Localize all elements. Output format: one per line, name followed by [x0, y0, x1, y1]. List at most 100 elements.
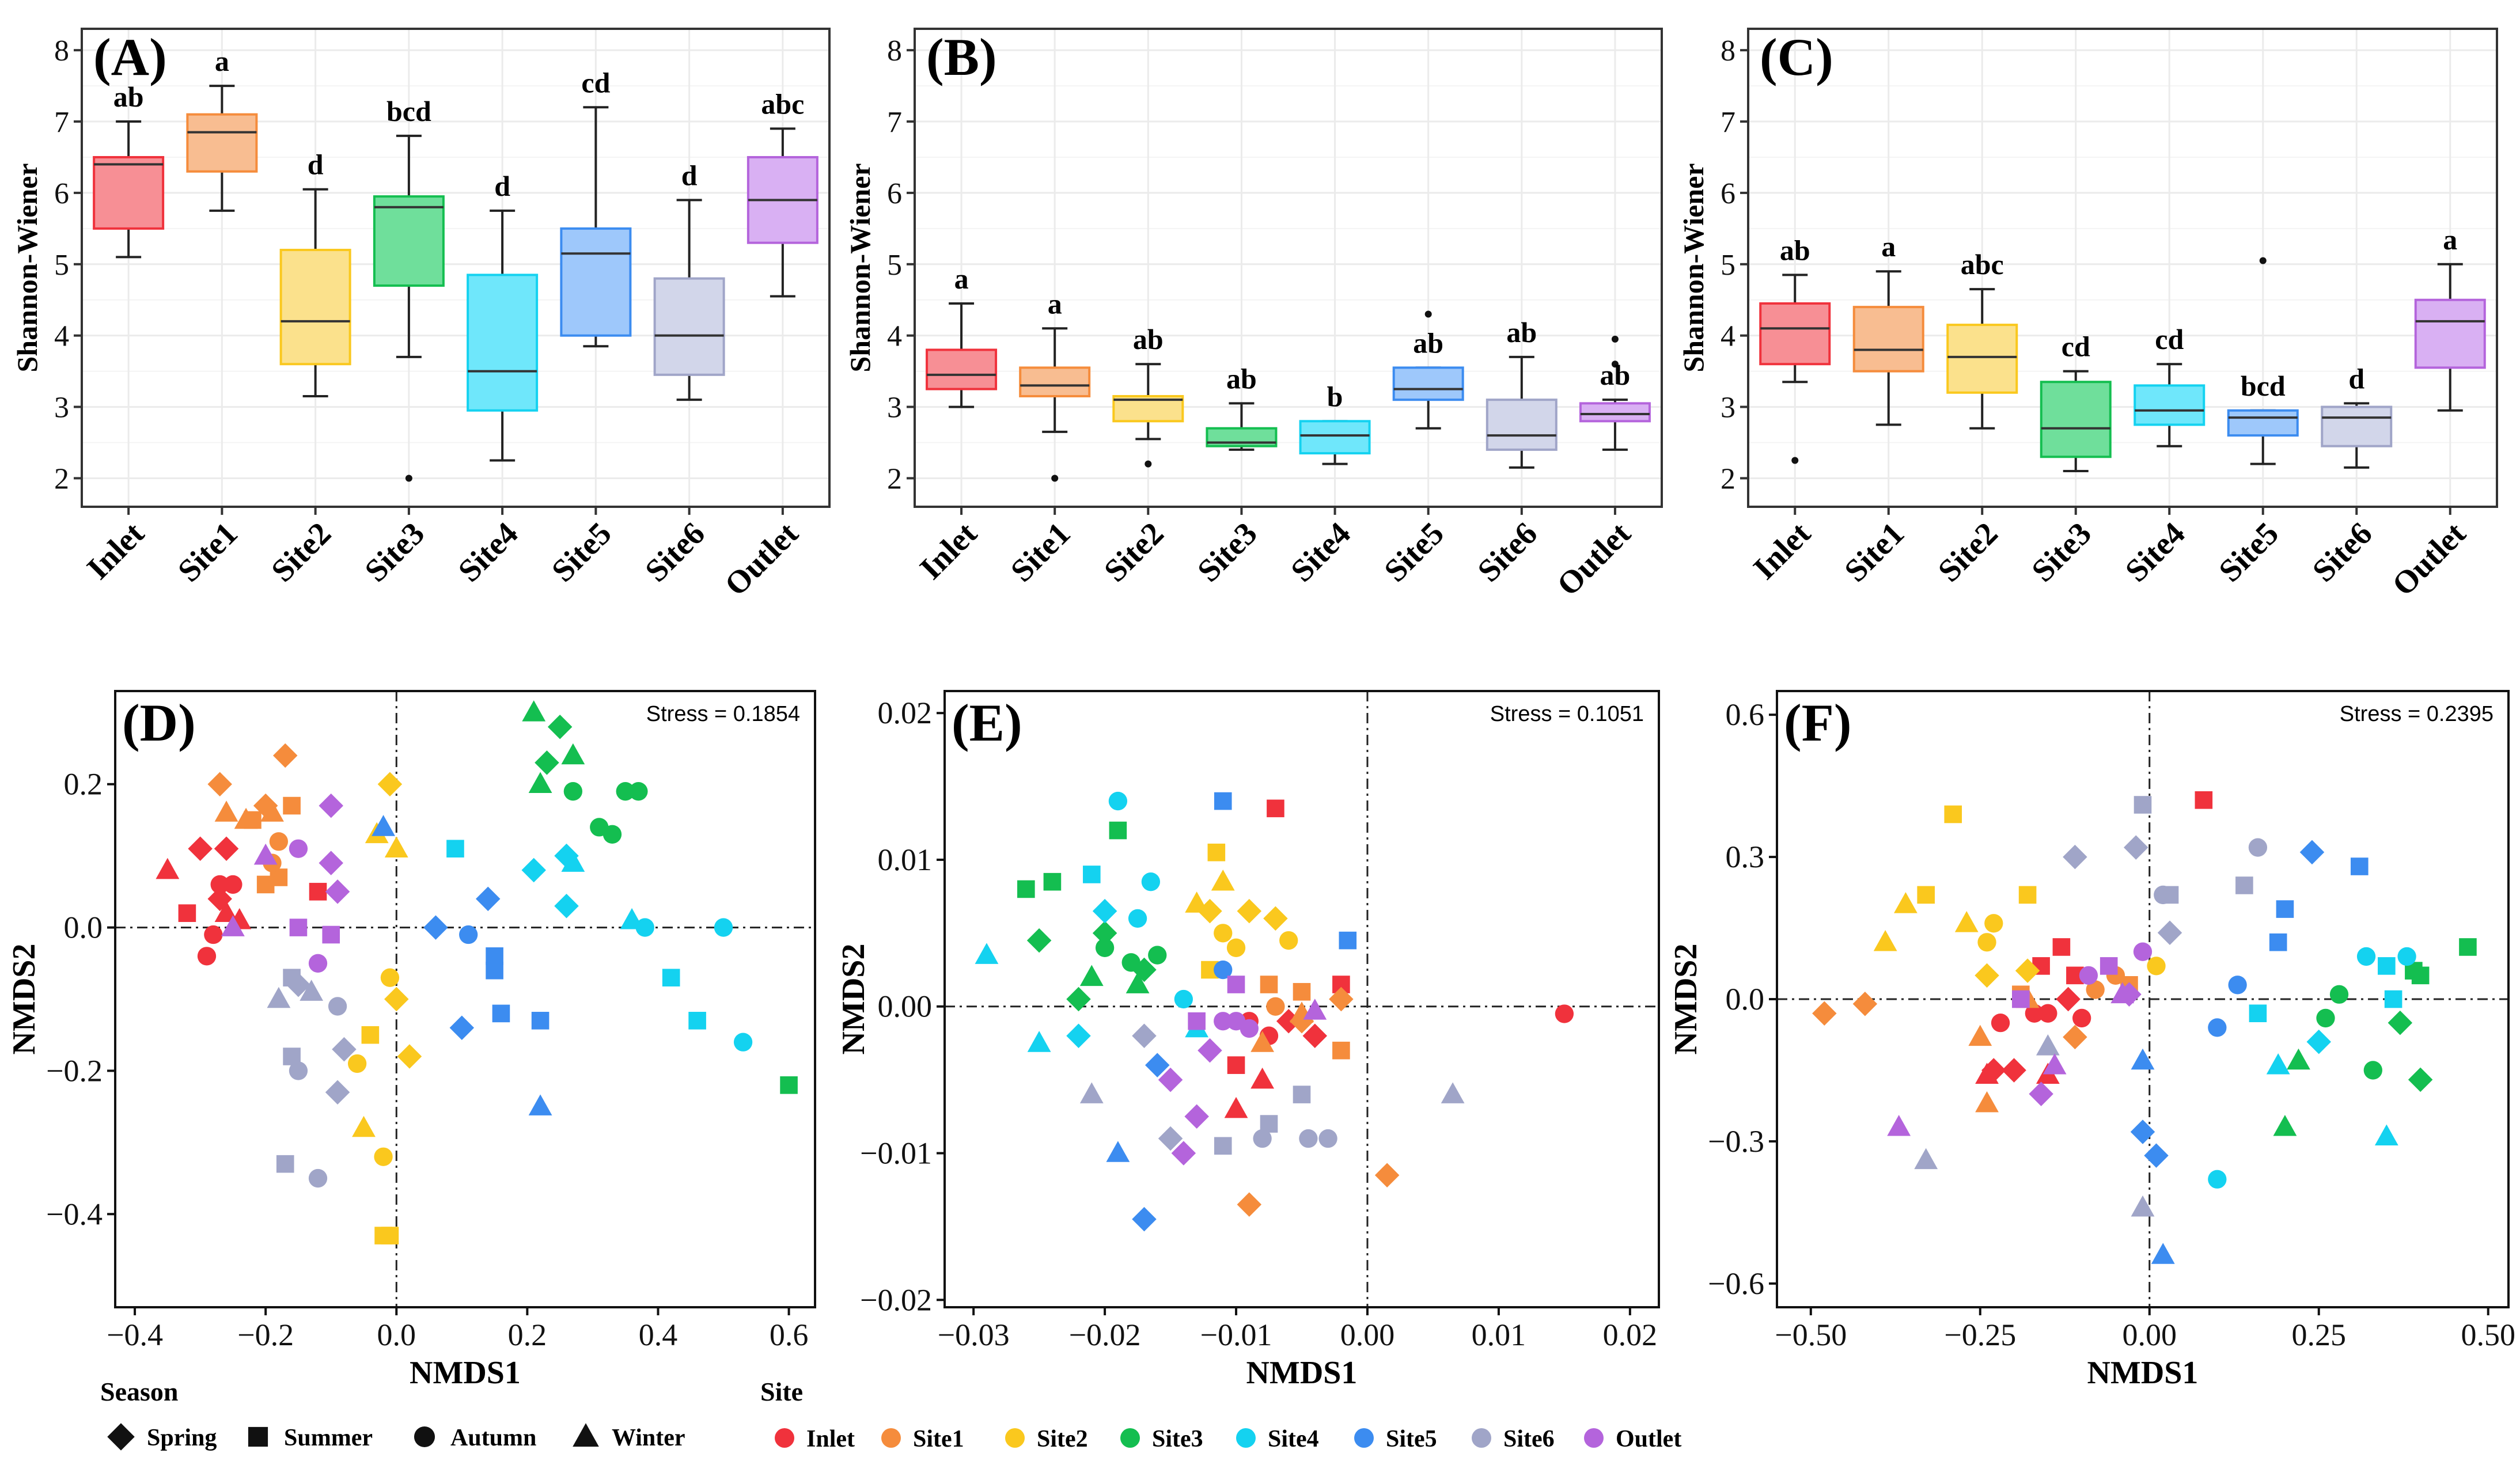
significance-letter: d	[308, 149, 324, 181]
legend-site-label: Inlet	[806, 1426, 855, 1452]
x-tick-label: −0.4	[107, 1318, 163, 1352]
legend-dot-icon	[1354, 1428, 1374, 1448]
significance-letter: b	[1327, 380, 1343, 412]
box-outlet: ab	[1579, 335, 1651, 451]
legend-site-label: Site4	[1268, 1426, 1319, 1452]
point-site2-spring	[1237, 898, 1262, 924]
significance-letter: ab	[1780, 234, 1810, 266]
x-tick-label: 0.2	[508, 1318, 547, 1352]
legend-season-label: Spring	[147, 1425, 217, 1451]
legend-season-label: Summer	[284, 1425, 373, 1451]
point-site1-spring	[272, 743, 298, 768]
point-site6-summer	[1293, 1086, 1311, 1103]
point-site4-winter	[561, 851, 585, 872]
box-body	[186, 113, 258, 173]
point-site3-autumn	[2316, 1008, 2335, 1028]
box-body	[2227, 409, 2299, 437]
y-axis-title: Shannon-Wiener	[1677, 163, 1710, 372]
point-site6-autumn	[328, 997, 347, 1016]
point-site4-autumn	[2356, 947, 2376, 966]
point-site2-spring	[2015, 958, 2040, 983]
stress-annotation: Stress = 0.1051	[1490, 702, 1644, 726]
y-tick-label: 8	[1721, 35, 1735, 67]
point-site2-autumn	[1279, 931, 1298, 950]
point-inlet-summer	[1267, 799, 1284, 818]
point-site4-spring	[1066, 1023, 1091, 1048]
point-site6-spring	[325, 1080, 350, 1105]
point-site4-autumn	[1108, 791, 1128, 811]
point-site5-autumn	[459, 925, 478, 944]
y-tick-label: 7	[1721, 106, 1735, 139]
legend-circle-icon	[414, 1426, 435, 1448]
y-tick-label: −0.01	[860, 1136, 932, 1171]
point-site3-summer	[1109, 821, 1127, 840]
point-outlet-spring	[2029, 1081, 2053, 1106]
point-site4-summer	[446, 840, 464, 858]
legend-dot-icon	[1472, 1428, 1491, 1448]
y-tick-label: 0.00	[878, 989, 933, 1024]
point-site1-summer	[1260, 976, 1278, 993]
point-inlet-autumn	[2025, 1004, 2044, 1023]
point-site3-summer	[1043, 872, 1062, 891]
legend-dot-icon	[1005, 1428, 1025, 1448]
point-site2-autumn	[1977, 933, 1996, 952]
point-outlet-spring	[1198, 1038, 1222, 1063]
point-site5-spring	[2130, 1120, 2155, 1144]
point-site5-winter	[372, 815, 395, 836]
point-site4-summer	[662, 969, 680, 986]
x-tick-label: 0.01	[1472, 1318, 1526, 1352]
point-site3-autumn	[1121, 953, 1140, 972]
point-site2-winter	[1954, 911, 1979, 932]
box-body	[926, 348, 998, 390]
x-tick-label: −0.01	[1200, 1318, 1272, 1352]
point-site2-summer	[1207, 843, 1226, 862]
legend-diamond-icon	[107, 1423, 135, 1451]
box-body	[1019, 366, 1091, 397]
legend-season-label: Winter	[612, 1425, 685, 1451]
point-site1-autumn	[2086, 980, 2105, 999]
panel-label: (B)	[926, 28, 997, 86]
legend-site-item-site6: Site6	[1472, 1426, 1555, 1452]
point-site4-spring	[1092, 898, 1117, 924]
x-axis-title: NMDS1	[2087, 1355, 2199, 1391]
point-site1-spring	[2063, 1024, 2087, 1050]
point-site3-autumn	[602, 825, 622, 844]
point-site3-winter	[2287, 1048, 2310, 1070]
box-body	[653, 277, 725, 376]
y-tick-label: 6	[1721, 177, 1735, 210]
point-site6-winter	[2036, 1034, 2060, 1056]
box-site3: cd	[2040, 331, 2112, 473]
point-site4-autumn	[733, 1033, 753, 1052]
y-tick-label: 4	[1721, 320, 1735, 353]
point-site2-winter	[1894, 892, 1918, 913]
stress-annotation: Stress = 0.1854	[646, 702, 800, 726]
point-site6-spring	[2157, 920, 2182, 946]
point-site1-summer	[1332, 1041, 1350, 1060]
panel-label: (A)	[93, 28, 167, 86]
point-outlet-summer	[289, 919, 308, 936]
point-inlet-winter	[156, 857, 180, 879]
y-tick-label: 4	[887, 320, 902, 353]
x-tick-label: 0.6	[770, 1318, 809, 1352]
point-site1-spring	[207, 772, 232, 796]
point-site4-winter	[1027, 1031, 1051, 1052]
outlier-point	[405, 475, 412, 482]
y-tick-label: 8	[887, 35, 902, 67]
box-site6: d	[2321, 362, 2393, 469]
point-outlet-winter	[2110, 982, 2135, 1004]
significance-letter: ab	[113, 81, 144, 113]
legend-season: Season Spring Summer Autumn Winter	[100, 1377, 685, 1451]
point-site3-summer	[2411, 966, 2430, 985]
point-inlet-spring	[2002, 1058, 2026, 1083]
point-site1-spring	[1329, 986, 1354, 1012]
point-site5-summer	[486, 961, 503, 980]
point-site5-winter	[2151, 1243, 2175, 1264]
point-inlet-summer	[1227, 1056, 1245, 1074]
point-inlet-winter	[1224, 1096, 1248, 1118]
point-outlet-winter	[221, 915, 245, 936]
point-site5-spring	[475, 886, 501, 912]
point-outlet-winter	[253, 843, 278, 865]
legend-triangle-icon	[573, 1423, 599, 1447]
